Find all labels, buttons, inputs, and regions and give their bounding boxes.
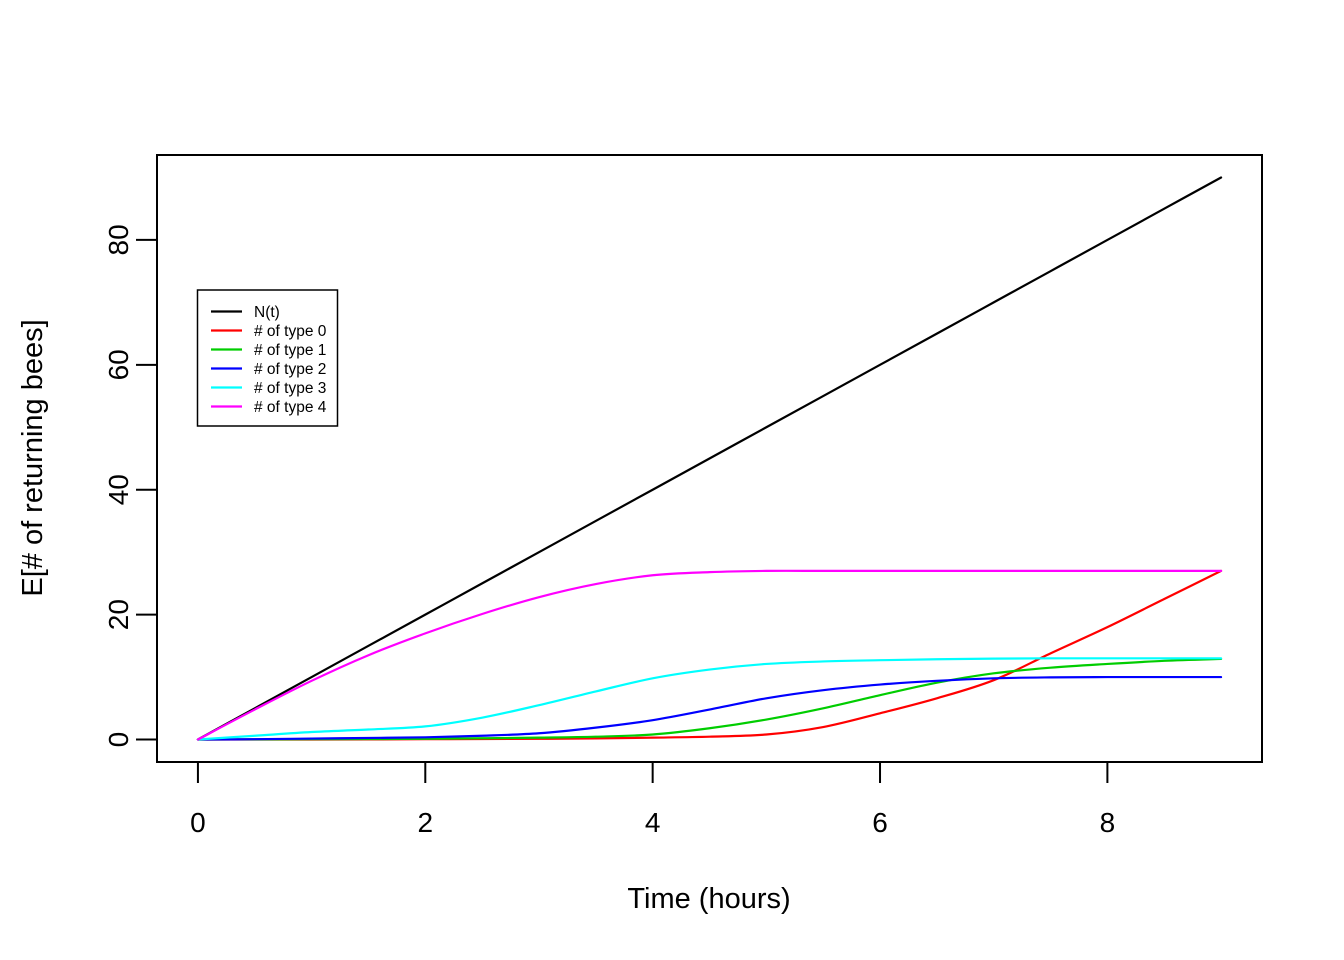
x-tick-label: 8 (1100, 807, 1116, 838)
x-tick-label: 0 (190, 807, 206, 838)
legend-label: # of type 0 (254, 323, 327, 340)
y-tick-label: 20 (103, 599, 134, 630)
plot-border (156, 154, 1263, 763)
x-tick-label: 2 (418, 807, 434, 838)
y-tick-label: 40 (103, 474, 134, 505)
series-line-of-type-3 (196, 657, 1223, 741)
x-axis-title: Time (hours) (627, 883, 790, 915)
series-line-of-type-2 (196, 675, 1223, 741)
y-tick-label: 0 (103, 732, 134, 748)
x-tick-label: 4 (645, 807, 661, 838)
series-line-of-type-1 (196, 657, 1223, 741)
y-axis: 0 20 40 60 80 (103, 224, 156, 747)
legend-label: # of type 4 (254, 399, 327, 416)
series-line-of-type-4 (196, 569, 1223, 741)
legend-box (196, 289, 339, 427)
series-lines (196, 176, 1223, 741)
series-line-n-t (196, 176, 1223, 741)
legend-label: N(t) (254, 304, 280, 321)
y-tick-label: 80 (103, 224, 134, 255)
legend-label: # of type 3 (254, 380, 326, 397)
y-axis-title: E[# of returning bees] (17, 319, 49, 596)
legend-label: # of type 1 (254, 342, 326, 359)
x-axis: 0 2 4 6 8 (190, 763, 1115, 838)
y-tick-label: 60 (103, 349, 134, 380)
legend-label: # of type 2 (254, 361, 326, 378)
x-tick-label: 6 (872, 807, 888, 838)
legend: N(t) # of type 0 # of type 1 # of type 2 # o… (196, 289, 339, 427)
